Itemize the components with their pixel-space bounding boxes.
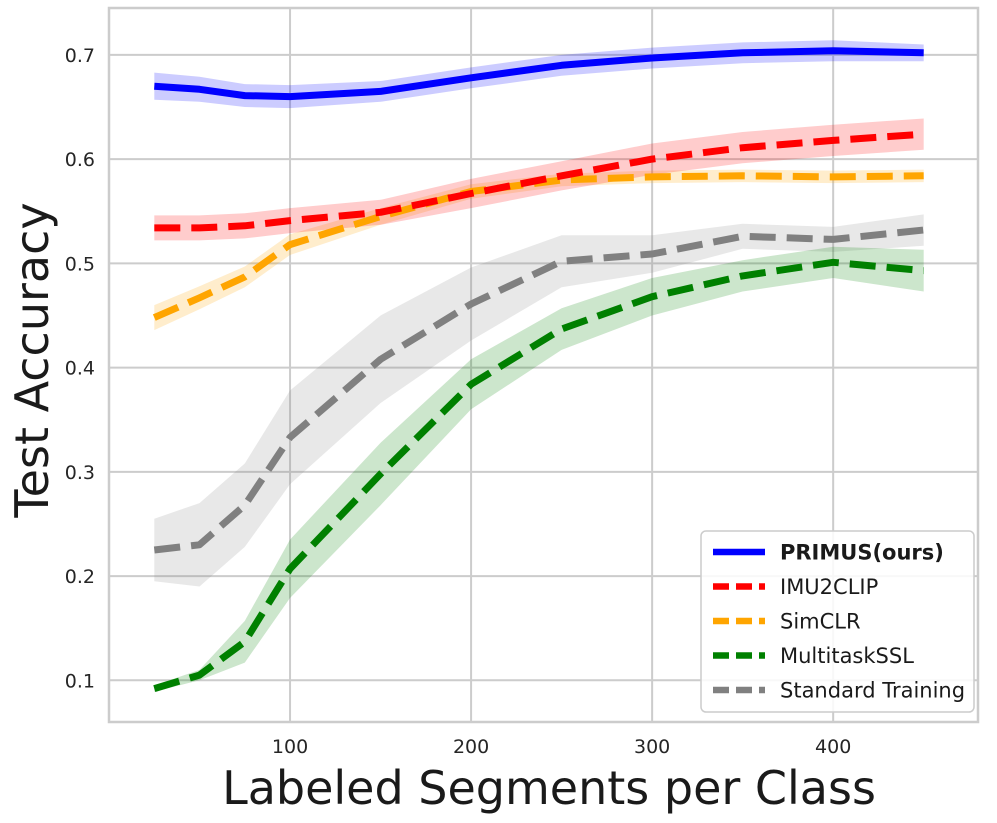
y-tick-label: 0.6 — [65, 149, 95, 171]
legend-entries: PRIMUS(ours) IMU2CLIP SimCLR MultitaskSSL St… — [713, 541, 965, 703]
line-multitaskssl — [153, 258, 925, 692]
y-tick-label: 0.5 — [65, 253, 95, 275]
band-standard-training — [154, 214, 924, 587]
x-tick-label: 100 — [272, 736, 308, 758]
band-multitaskssl — [154, 246, 924, 692]
y-tick-label: 0.7 — [65, 45, 95, 67]
y-axis-title: Test Accuracy — [5, 202, 59, 518]
legend-label: Standard Training — [780, 679, 965, 703]
series-lines — [152, 47, 925, 692]
legend-label: PRIMUS(ours) — [780, 541, 944, 565]
y-tick-label: 0.4 — [65, 358, 95, 380]
x-tick-label: 200 — [453, 736, 489, 758]
legend: PRIMUS(ours) IMU2CLIP SimCLR MultitaskSSL St… — [700, 530, 975, 713]
legend-label: SimCLR — [780, 610, 861, 634]
legend-box — [700, 530, 975, 713]
y-tick-label: 0.3 — [65, 462, 95, 484]
y-tick-label: 0.1 — [65, 670, 95, 692]
line-standard-training — [153, 226, 925, 554]
legend-label: IMU2CLIP — [780, 575, 878, 599]
tick-labels: 0.1 0.2 0.3 0.4 0.5 0.6 0.7 100 200 300 400 — [65, 45, 852, 758]
line-imu2clip — [154, 130, 924, 232]
line-primus-ours- — [154, 47, 924, 101]
plot-frame — [107, 6, 980, 724]
legend-label: MultitaskSSL — [780, 644, 914, 668]
y-tick-label: 0.2 — [65, 566, 95, 588]
x-axis-title: Labeled Segments per Class — [222, 761, 876, 815]
x-tick-label: 400 — [815, 736, 851, 758]
x-tick-label: 300 — [634, 736, 670, 758]
